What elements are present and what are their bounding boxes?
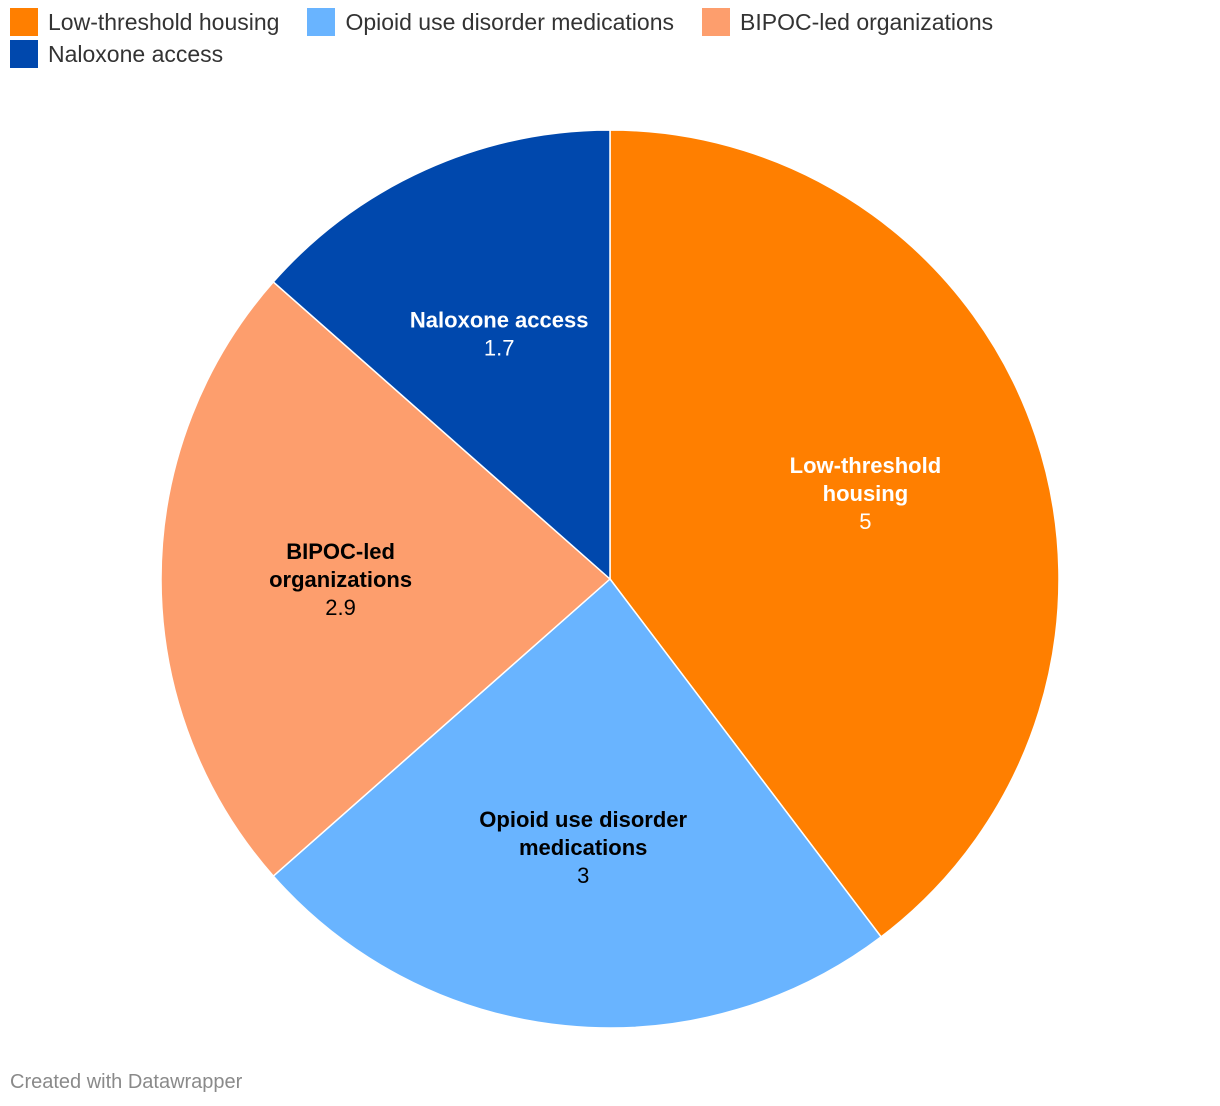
legend-label-opioid-use-disorder-medications: Opioid use disorder medications [345, 8, 674, 35]
slice-label-bipoc-led-organizations: BIPOC-led organizations 2.9 [269, 539, 412, 620]
legend-swatch-bipoc-led-organizations [702, 8, 730, 36]
slice-label-opioid-use-disorder-medications: Opioid use disorder medications 3 [479, 807, 687, 888]
slice-category-label: Opioid use disorder medications [479, 807, 687, 860]
datawrapper-credit: Created with Datawrapper [10, 1071, 243, 1093]
legend-item-bipoc-led-organizations: BIPOC-led organizations [702, 8, 993, 36]
slice-value-label: 2.9 [325, 595, 356, 620]
pie-slice-naloxone-access [272, 129, 611, 581]
legend-label-naloxone-access: Naloxone access [48, 40, 224, 67]
legend-item-low-threshold-housing: Low-threshold housing [10, 8, 279, 36]
slice-value-label: 1.7 [484, 335, 515, 360]
slice-category-label: Low-threshold housing [790, 453, 942, 506]
pie-slice-low-threshold-housing [609, 129, 1060, 938]
legend-swatch-low-threshold-housing [10, 8, 38, 36]
pie-slice-bipoc-led-organizations [160, 280, 612, 878]
legend-label-bipoc-led-organizations: BIPOC-led organizations [740, 8, 994, 35]
slice-value-label: 3 [577, 863, 589, 888]
slice-label-naloxone-access: Naloxone access 1.7 [410, 307, 589, 360]
legend-swatch-opioid-use-disorder-medications [307, 8, 336, 36]
legend-swatch-naloxone-access [10, 40, 38, 68]
pie-slice-opioid-use-disorder-medications [272, 577, 883, 1029]
slice-category-label: Naloxone access [410, 307, 589, 332]
legend-item-naloxone-access: Naloxone access [10, 40, 223, 68]
chart-legend: Low-threshold housing Opioid use disorde… [10, 8, 1190, 68]
legend-label-low-threshold-housing: Low-threshold housing [48, 8, 280, 35]
legend-item-opioid-use-disorder-medications: Opioid use disorder medications [307, 8, 674, 36]
slice-label-low-threshold-housing: Low-threshold housing 5 [790, 453, 942, 534]
slice-value-label: 5 [859, 509, 871, 534]
slice-category-label: BIPOC-led organizations [269, 539, 412, 592]
